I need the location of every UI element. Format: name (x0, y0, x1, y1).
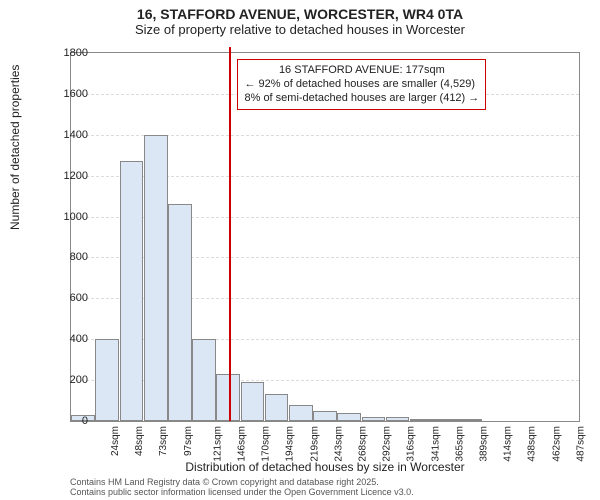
x-tick-label: 146sqm (237, 426, 248, 462)
histogram-bar (458, 419, 482, 421)
x-tick-label: 170sqm (261, 426, 272, 462)
x-tick-label: 292sqm (382, 426, 393, 462)
x-tick-label: 219sqm (309, 426, 320, 462)
x-tick-label: 389sqm (479, 426, 490, 462)
x-tick-label: 438sqm (527, 426, 538, 462)
histogram-bar (95, 339, 119, 421)
y-tick-label: 1800 (48, 47, 88, 59)
property-size-chart: 16, STAFFORD AVENUE, WORCESTER, WR4 0TA … (0, 0, 600, 500)
x-axis-label: Distribution of detached houses by size … (70, 460, 580, 474)
x-tick-label: 487sqm (575, 426, 586, 462)
x-tick-label: 97sqm (183, 426, 194, 456)
histogram-bar (241, 382, 265, 421)
histogram-bar (434, 419, 458, 421)
y-tick-label: 1200 (48, 170, 88, 182)
y-tick-label: 600 (48, 292, 88, 304)
y-tick-label: 400 (48, 333, 88, 345)
x-tick-label: 243sqm (333, 426, 344, 462)
callout-line: ← 92% of detached houses are smaller (4,… (244, 78, 479, 92)
plot-area: 16 STAFFORD AVENUE: 177sqm← 92% of detac… (70, 52, 580, 422)
y-tick-label: 200 (48, 374, 88, 386)
chart-subtitle: Size of property relative to detached ho… (0, 22, 600, 37)
x-tick-label: 365sqm (454, 426, 465, 462)
histogram-bar (192, 339, 216, 421)
callout-line: 16 STAFFORD AVENUE: 177sqm (244, 64, 479, 78)
callout-line: 8% of semi-detached houses are larger (4… (244, 92, 479, 106)
histogram-bar (386, 417, 410, 421)
x-tick-label: 414sqm (503, 426, 514, 462)
histogram-bar (265, 394, 289, 421)
y-axis-label: Number of detached properties (8, 65, 22, 230)
footer-line-2: Contains public sector information licen… (70, 488, 580, 498)
x-tick-label: 268sqm (358, 426, 369, 462)
x-tick-label: 24sqm (110, 426, 121, 456)
x-tick-label: 48sqm (134, 426, 145, 456)
chart-footer: Contains HM Land Registry data © Crown c… (70, 478, 580, 498)
reference-line (229, 47, 231, 421)
x-tick-label: 73sqm (158, 426, 169, 456)
y-tick-label: 800 (48, 251, 88, 263)
histogram-bar (289, 405, 313, 421)
histogram-bar (120, 161, 144, 421)
x-tick-label: 121sqm (212, 426, 223, 462)
histogram-bar (168, 204, 192, 421)
histogram-bar (313, 411, 337, 421)
reference-callout: 16 STAFFORD AVENUE: 177sqm← 92% of detac… (237, 59, 486, 110)
histogram-bar (410, 419, 434, 421)
x-tick-label: 194sqm (285, 426, 296, 462)
histogram-bar (216, 374, 240, 421)
y-tick-label: 1400 (48, 129, 88, 141)
y-tick-label: 1600 (48, 88, 88, 100)
x-tick-label: 462sqm (551, 426, 562, 462)
histogram-bar (337, 413, 361, 421)
x-tick-label: 316sqm (406, 426, 417, 462)
histogram-bar (362, 417, 386, 421)
histogram-bar (144, 135, 168, 421)
chart-title: 16, STAFFORD AVENUE, WORCESTER, WR4 0TA (0, 6, 600, 22)
x-tick-label: 341sqm (430, 426, 441, 462)
y-tick-label: 1000 (48, 211, 88, 223)
y-tick-label: 0 (48, 415, 88, 427)
title-block: 16, STAFFORD AVENUE, WORCESTER, WR4 0TA … (0, 0, 600, 37)
